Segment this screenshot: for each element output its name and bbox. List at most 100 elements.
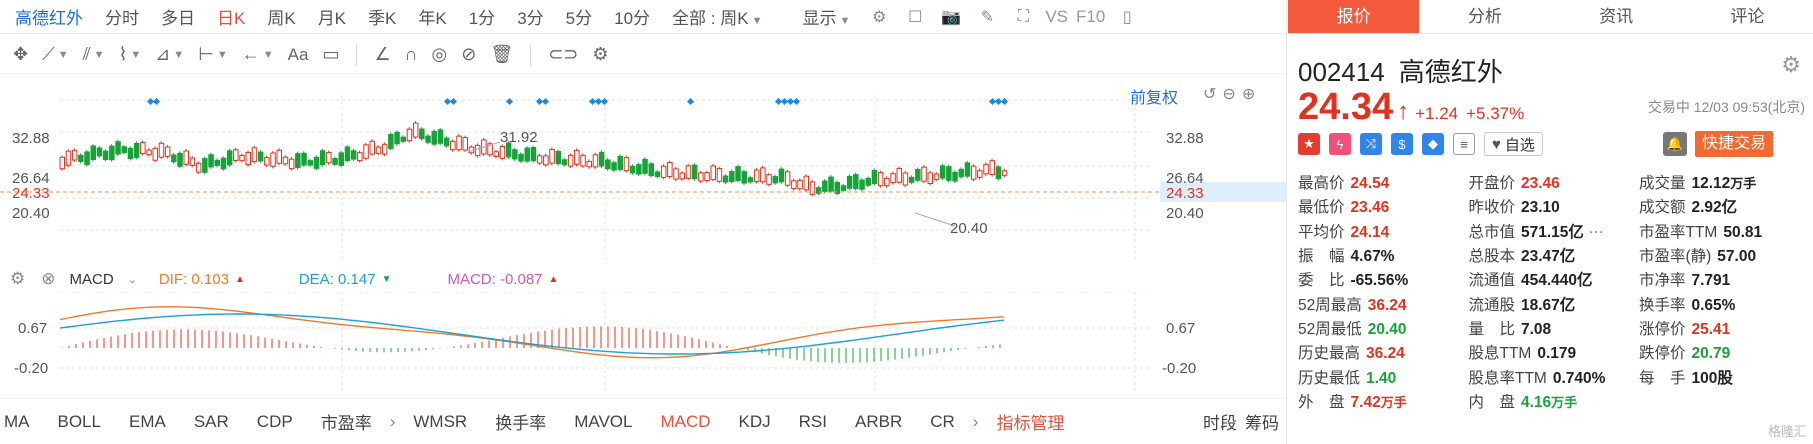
fullscreen-icon[interactable]: ⛶ [1017, 7, 1029, 25]
period-tab-multiday[interactable]: 多日 [161, 9, 195, 28]
period-tab-intraday[interactable]: 分时 [105, 9, 139, 28]
eye-icon[interactable]: ◎ [431, 44, 448, 64]
vs-button[interactable]: VS [1045, 6, 1069, 26]
indicator-cdp[interactable]: CDP [256, 411, 293, 431]
hide-icon[interactable]: ⊘ [461, 44, 477, 64]
gear-icon[interactable]: ⚙ [10, 269, 26, 288]
indicator-wmsr[interactable]: WMSR [413, 411, 468, 431]
angle-icon[interactable]: ∠ [374, 44, 391, 64]
tab-analysis[interactable]: 分析 [1467, 7, 1502, 26]
document-icon[interactable]: ≡ [1453, 133, 1475, 155]
period-tab-quarterly[interactable]: 季K [368, 9, 397, 28]
add-watchlist-button[interactable]: ♥ 自选 [1484, 132, 1543, 156]
dollar-icon[interactable]: $ [1391, 133, 1413, 155]
gear-icon[interactable]: ⚙ [1781, 52, 1801, 77]
candle [896, 167, 902, 183]
more-icon[interactable]: ⋯ [1583, 223, 1604, 241]
line-tool-icon[interactable]: ⟋ ▼ [42, 44, 69, 64]
macd-chart[interactable]: 0.67 -0.20 0.67 -0.20 [0, 292, 1287, 392]
channel-tool-icon[interactable]: ⫽ ▼ [82, 44, 105, 64]
bell-icon[interactable]: 🔔 [1663, 132, 1687, 156]
overlay-select[interactable]: 全部 : 周K ▼ [661, 4, 773, 29]
zoom-in-icon[interactable]: ⊕ [1241, 86, 1256, 103]
pen-icon[interactable]: ✎ [980, 8, 995, 26]
zoom-out-icon[interactable]: ⊖ [1222, 86, 1236, 103]
arrow-tool-icon[interactable]: ← ▼ [241, 44, 274, 64]
link-icon[interactable]: ⊂⊃ [548, 44, 579, 64]
indicator-turnover[interactable]: 换手率 [495, 414, 547, 433]
event-marker [686, 97, 695, 106]
trash-icon[interactable]: 🗑 [490, 44, 514, 64]
indicator-ma[interactable]: MA [4, 411, 30, 431]
period-tab-daily[interactable]: 日K [217, 9, 246, 28]
tab-comments[interactable]: 评论 [1730, 7, 1765, 26]
chevron-right-icon[interactable]: › [389, 411, 396, 431]
period-tab-weekly[interactable]: 周K [267, 9, 296, 28]
tab-news[interactable]: 资讯 [1599, 7, 1634, 26]
china-flag-icon[interactable]: ★ [1298, 133, 1320, 155]
indicator-manage-button[interactable]: 指标管理 [996, 414, 1065, 433]
measure-tool-icon[interactable]: ⊢ ▼ [198, 44, 228, 64]
candle [369, 140, 375, 155]
candle [406, 128, 413, 142]
candle [629, 165, 636, 174]
stat-value: 0.65% [1691, 296, 1736, 314]
indicator-cr[interactable]: CR [930, 411, 955, 431]
indicator-rsi[interactable]: RSI [798, 411, 827, 431]
stat-label: 流通股 [1468, 296, 1515, 314]
period-tab-monthly[interactable]: 月K [317, 9, 347, 28]
indicator-mavol[interactable]: MAVOL [574, 411, 633, 431]
comment-icon[interactable]: ▭ [322, 44, 340, 64]
chips-button[interactable]: 筹码 [1245, 414, 1279, 433]
period-tab-3min[interactable]: 3分 [517, 9, 544, 28]
period-tab-yearly[interactable]: 年K [418, 9, 447, 28]
stat-cell: 市盈率TTM 50.81 [1639, 220, 1809, 242]
candle [251, 147, 258, 163]
indicator-sar[interactable]: SAR [193, 411, 229, 431]
stat-cell: 量 比 7.08 [1468, 317, 1638, 339]
camera-icon[interactable]: 📷 [941, 8, 962, 26]
magnet-icon[interactable]: ∩ [404, 44, 418, 64]
dif-value: DIF: 0.103 ▲ [159, 271, 245, 288]
indicator-ema[interactable]: EMA [128, 411, 166, 431]
time-period-button[interactable]: 时段 [1203, 414, 1237, 433]
candle [307, 160, 313, 166]
event-marker [505, 97, 514, 106]
move-icon[interactable]: ✥ [13, 44, 29, 64]
event-marker [786, 97, 795, 106]
polyline-tool-icon[interactable]: ⌇ ▼ [118, 44, 142, 64]
stat-label: 每 手 [1638, 369, 1686, 387]
quick-trade-button[interactable]: 快捷交易 [1695, 131, 1774, 157]
adjust-mode-button[interactable]: 前复权 [1130, 90, 1179, 107]
indicator-macd[interactable]: MACD [660, 411, 711, 431]
sidebar-toggle-icon[interactable]: ▯ [1122, 8, 1132, 26]
stock-name-link[interactable]: 高德红外 [15, 9, 83, 28]
chevron-right-icon[interactable]: › [972, 411, 979, 431]
shuffle-icon[interactable]: ⤨ [1360, 133, 1382, 155]
close-icon[interactable]: ⊗ [41, 269, 56, 288]
tab-quote[interactable]: 报价 [1288, 0, 1420, 33]
candlestick-chart[interactable]: 32.88 26.64 24.33 20.40 32.88 26.64 24.3… [0, 80, 1287, 260]
candle [375, 146, 382, 154]
gear-icon[interactable]: ⚙ [872, 8, 887, 26]
candle [536, 155, 543, 164]
indicator-arbr[interactable]: ARBR [855, 411, 903, 431]
candle [127, 147, 134, 160]
indicator-pe[interactable]: 市盈率 [320, 414, 372, 433]
f10-button[interactable]: F10 [1076, 6, 1106, 26]
candle [958, 168, 964, 178]
period-tab-5min[interactable]: 5分 [565, 9, 593, 28]
settings-icon[interactable]: ⚙ [592, 44, 609, 64]
margin-icon[interactable]: ϟ [1329, 133, 1351, 155]
fib-tool-icon[interactable]: ⊿ ▼ [155, 44, 185, 64]
text-tool[interactable]: Aa [287, 44, 309, 64]
square-icon[interactable]: ☐ [908, 8, 923, 26]
macd-selector[interactable]: MACD ⌄ [70, 271, 137, 288]
indicator-kdj[interactable]: KDJ [738, 411, 771, 431]
reset-icon[interactable]: ↺ [1203, 86, 1217, 103]
tag-icon[interactable]: ◆ [1422, 133, 1444, 155]
display-menu[interactable]: 显示 ▼ [791, 4, 861, 29]
period-tab-1min[interactable]: 1分 [468, 9, 496, 28]
period-tab-10min[interactable]: 10分 [614, 9, 651, 28]
indicator-boll[interactable]: BOLL [57, 411, 101, 431]
